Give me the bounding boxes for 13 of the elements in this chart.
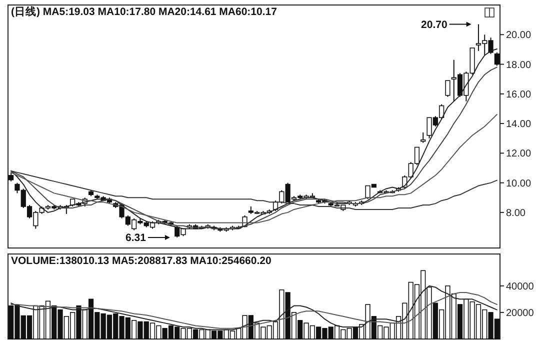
chart-title: VOLUME:138010.13 MA5:208817.83 MA10:254660.20 [11, 255, 272, 267]
annotation: 6.31 [126, 232, 146, 244]
y-tick-label: 20000 [506, 308, 534, 319]
y-tick-label: 16.00 [506, 89, 532, 100]
y-tick-label: 10.00 [506, 178, 532, 190]
annotation: 20.70 [421, 18, 448, 31]
y-tick-label: 12.00 [506, 148, 532, 160]
y-tick-label: 18.00 [506, 60, 532, 71]
y-tick-label: 8.00 [506, 208, 526, 219]
y-tick-label: 14.00 [506, 119, 532, 130]
chart-title: (日线) MA5:19.03 MA10:17.80 MA20:14.61 MA60:10.17 [11, 5, 278, 18]
y-tick-label: 20.00 [506, 30, 532, 42]
y-tick-label: 40000 [506, 281, 534, 292]
